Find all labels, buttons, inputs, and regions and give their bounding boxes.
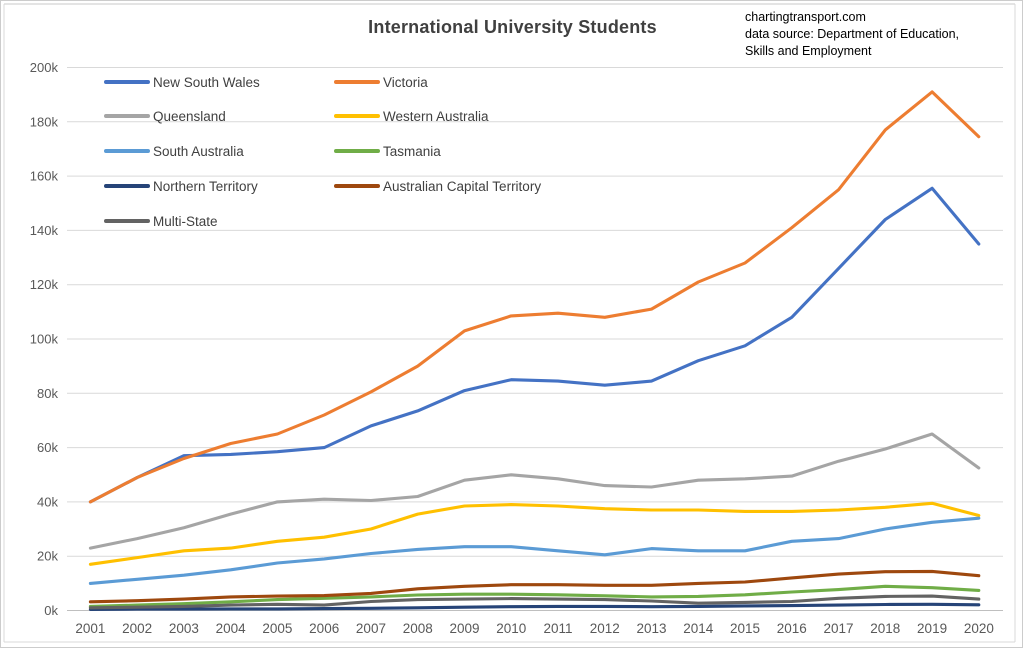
series-line-new-south-wales <box>88 186 981 504</box>
x-axis-tick-label: 2010 <box>496 621 526 636</box>
x-axis-tick-label: 2012 <box>590 621 620 636</box>
y-axis-tick-label: 40k <box>37 494 58 509</box>
source-annotation: chartingtransport.com data source: Depar… <box>745 9 959 60</box>
source-line-1: chartingtransport.com <box>745 10 866 24</box>
series-line-northern-territory <box>88 602 981 611</box>
x-axis-tick-label: 2008 <box>403 621 433 636</box>
series-line-tasmania <box>88 584 981 608</box>
x-axis-tick-label: 2013 <box>636 621 666 636</box>
y-axis-tick-label: 180k <box>30 114 59 129</box>
x-axis-tick-label: 2003 <box>169 621 199 636</box>
y-axis-tick-label: 160k <box>30 169 59 184</box>
chart-title: International University Students <box>368 17 657 37</box>
x-axis-tick-label: 2005 <box>262 621 292 636</box>
y-axis-tick-label: 0k <box>44 603 58 618</box>
source-line-3: Skills and Employment <box>745 44 872 58</box>
y-axis-tick-label: 140k <box>30 223 59 238</box>
x-axis-tick-label: 2016 <box>777 621 807 636</box>
series-line-victoria <box>88 90 981 504</box>
series-line-western-australia <box>88 501 981 566</box>
y-axis-tick-label: 80k <box>37 386 58 401</box>
x-axis-tick-label: 2015 <box>730 621 760 636</box>
x-axis-tick-label: 2002 <box>122 621 152 636</box>
x-axis-tick-label: 2014 <box>683 621 714 636</box>
x-axis-tick-label: 2001 <box>75 621 105 636</box>
source-line-2: data source: Department of Education, <box>745 27 960 41</box>
series-line-south-australia <box>88 516 981 585</box>
x-axis-tick-label: 2020 <box>964 621 994 636</box>
series-line-queensland <box>88 432 981 550</box>
x-axis-tick-label: 2019 <box>917 621 947 636</box>
x-axis-tick-label: 2007 <box>356 621 386 636</box>
y-axis-tick-label: 20k <box>37 549 58 564</box>
x-axis-tick-label: 2004 <box>216 621 247 636</box>
y-axis-tick-label: 200k <box>30 60 59 75</box>
series-line-australian-capital-territory <box>88 569 981 604</box>
x-axis-tick-label: 2006 <box>309 621 339 636</box>
x-axis-tick-label: 2017 <box>824 621 854 636</box>
x-axis-tick-label: 2018 <box>870 621 900 636</box>
y-axis-tick-label: 120k <box>30 277 59 292</box>
series-line-multi-state <box>88 594 981 610</box>
x-axis-tick-label: 2009 <box>449 621 479 636</box>
y-axis-tick-label: 60k <box>37 440 58 455</box>
y-axis-tick-label: 100k <box>30 332 59 347</box>
x-axis-tick-label: 2011 <box>543 621 572 636</box>
